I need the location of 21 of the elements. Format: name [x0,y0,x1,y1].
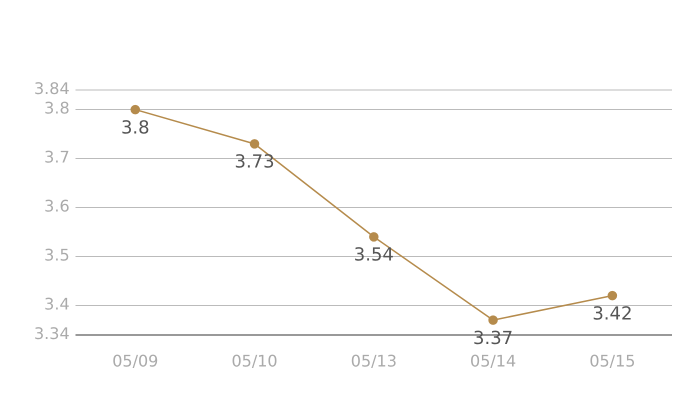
x-tick-label: 05/09 [112,352,158,371]
point [608,290,618,300]
point [250,139,260,149]
point [488,315,498,325]
y-tick-label: 3.7 [44,148,70,167]
point [369,232,379,242]
data-label: 3.73 [234,152,275,173]
y-tick-label: 3.5 [44,246,70,265]
y-tick-label: 3.34 [34,324,70,343]
y-tick-label: 3.84 [34,79,70,98]
data-label: 3.8 [120,117,150,138]
x-tick-label: 05/14 [470,352,516,371]
data-label: 3.42 [592,303,632,324]
data-label: 3.54 [354,244,394,266]
y-tick-label: 3.6 [44,196,70,216]
point [130,104,140,114]
x-tick-label: 05/15 [589,352,636,371]
y-tick-label: 3.8 [44,98,70,118]
x-tick-label: 05/13 [350,352,397,371]
x-tick-label: 05/10 [231,352,278,371]
y-tick-label: 3.4 [44,294,70,314]
